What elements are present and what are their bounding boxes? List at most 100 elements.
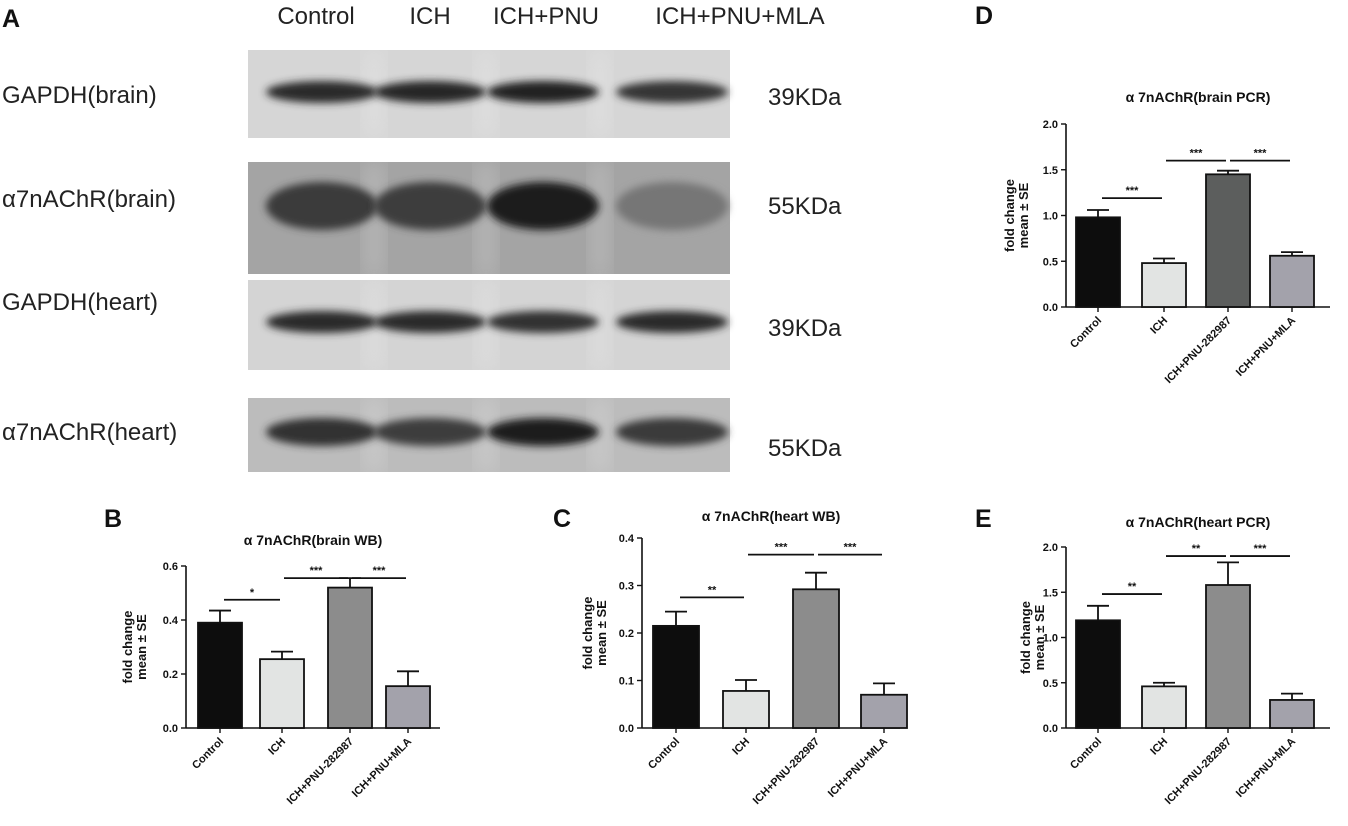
bar xyxy=(327,586,373,729)
y-tick-label: 1.0 xyxy=(1043,211,1058,223)
lane-gap xyxy=(476,398,496,472)
lane-label: Control xyxy=(277,3,354,30)
y-tick-label: 0.3 xyxy=(619,581,634,593)
y-axis-label: fold change xyxy=(1002,179,1017,252)
bar xyxy=(1141,685,1187,729)
lane-label: ICH+PNU xyxy=(493,3,599,30)
significance-label: *** xyxy=(1190,148,1204,160)
x-tick-label: ICH xyxy=(266,736,288,758)
panel-letter-a: A xyxy=(2,5,20,33)
x-tick-label: Control xyxy=(646,736,682,772)
protein-band xyxy=(374,182,486,230)
x-tick-label: ICH xyxy=(1148,315,1170,337)
y-tick-label: 0.6 xyxy=(163,561,178,573)
significance-label: *** xyxy=(775,542,789,554)
x-tick-label: ICH+PNU+MLA xyxy=(1234,736,1298,800)
blot-row-label: GAPDH(heart) xyxy=(2,289,158,316)
protein-band xyxy=(616,81,728,103)
lane-gap xyxy=(590,162,610,274)
lane-gap xyxy=(476,50,496,138)
x-tick-label: ICH xyxy=(730,736,752,758)
y-axis-label: mean ± SE xyxy=(594,600,609,666)
bar xyxy=(860,693,908,729)
bar xyxy=(652,624,700,729)
x-tick-label: ICH+PNU-282987 xyxy=(1163,736,1234,807)
x-tick-label: ICH+PNU-282987 xyxy=(1163,315,1234,386)
y-tick-label: 0.2 xyxy=(619,628,634,640)
protein-band xyxy=(374,311,486,333)
blot-row-label: α7nAChR(brain) xyxy=(2,186,176,213)
chart-panel-d: Dα 7nAChR(brain PCR) fold change mean ± SE… xyxy=(975,2,1330,386)
lane-gap xyxy=(590,280,610,370)
protein-band xyxy=(487,311,599,333)
y-tick-label: 0.0 xyxy=(619,723,634,735)
y-tick-label: 0.4 xyxy=(619,533,635,545)
bar xyxy=(792,588,840,729)
significance-label: *** xyxy=(1254,543,1268,555)
x-tick-label: ICH+PNU+MLA xyxy=(350,736,414,800)
bar xyxy=(385,685,431,729)
protein-band xyxy=(266,311,378,333)
significance-label: *** xyxy=(844,542,858,554)
blot-row-label: GAPDH(brain) xyxy=(2,82,157,109)
chart-title: α 7nAChR(heart PCR) xyxy=(1126,514,1271,530)
significance-label: *** xyxy=(1126,185,1140,197)
protein-band xyxy=(487,182,599,230)
y-axis-label: mean ± SE xyxy=(1016,182,1031,248)
blot-row-label: α7nAChR(heart) xyxy=(2,419,177,446)
y-tick-label: 1.5 xyxy=(1043,165,1058,177)
panel-letter: D xyxy=(975,2,993,30)
significance-label: *** xyxy=(373,565,387,577)
bar xyxy=(1141,262,1187,308)
protein-band xyxy=(374,418,486,446)
significance-label: *** xyxy=(310,565,324,577)
bar xyxy=(1205,173,1251,308)
y-tick-label: 0.0 xyxy=(1043,302,1058,314)
chart-panel-b: Bα 7nAChR(brain WB) fold change mean ± SE 0… xyxy=(104,505,440,807)
y-tick-label: 2.0 xyxy=(1043,119,1058,131)
molecular-weight-label: 55KDa xyxy=(768,193,842,220)
bar xyxy=(1269,254,1315,308)
lane-label: ICH xyxy=(409,3,450,30)
bar xyxy=(1269,699,1315,729)
lane-label: ICH+PNU+MLA xyxy=(655,3,824,30)
significance-label: * xyxy=(250,587,255,599)
y-tick-label: 1.0 xyxy=(1043,633,1058,645)
y-tick-label: 0.5 xyxy=(1043,256,1058,268)
western-blot-panel: Control ICH ICH+PNU ICH+PNU+MLA GAPDH(brain)… xyxy=(2,3,842,472)
significance-label: ** xyxy=(708,584,717,596)
chart-title: α 7nAChR(brain WB) xyxy=(244,532,382,548)
y-tick-label: 0.0 xyxy=(163,723,178,735)
molecular-weight-label: 55KDa xyxy=(768,435,842,462)
x-tick-label: ICH xyxy=(1148,736,1170,758)
chart-title: α 7nAChR(heart WB) xyxy=(702,508,841,524)
bar xyxy=(1205,584,1251,729)
y-tick-label: 1.5 xyxy=(1043,587,1058,599)
y-axis-label: fold change xyxy=(120,611,135,684)
protein-band xyxy=(616,418,728,446)
significance-label: ** xyxy=(1192,543,1201,555)
y-axis-label: fold change xyxy=(580,597,595,670)
bar xyxy=(1075,216,1121,308)
x-tick-label: ICH+PNU-282987 xyxy=(285,736,356,807)
bar xyxy=(1075,619,1121,729)
panel-letter: E xyxy=(975,505,992,533)
protein-band xyxy=(374,81,486,103)
protein-band xyxy=(616,182,728,230)
x-tick-label: Control xyxy=(1068,315,1104,351)
lane-gap xyxy=(476,162,496,274)
protein-band xyxy=(487,81,599,103)
protein-band xyxy=(616,311,728,333)
significance-label: ** xyxy=(1128,581,1137,593)
molecular-weight-label: 39KDa xyxy=(768,84,842,111)
y-tick-label: 0.2 xyxy=(163,669,178,681)
lane-gap xyxy=(590,50,610,138)
lane-gap xyxy=(364,162,384,274)
protein-band xyxy=(266,81,378,103)
bar xyxy=(197,621,243,729)
y-axis-label: fold change xyxy=(1018,601,1033,674)
y-tick-label: 0.5 xyxy=(1043,678,1058,690)
x-tick-label: ICH+PNU+MLA xyxy=(1234,315,1298,379)
